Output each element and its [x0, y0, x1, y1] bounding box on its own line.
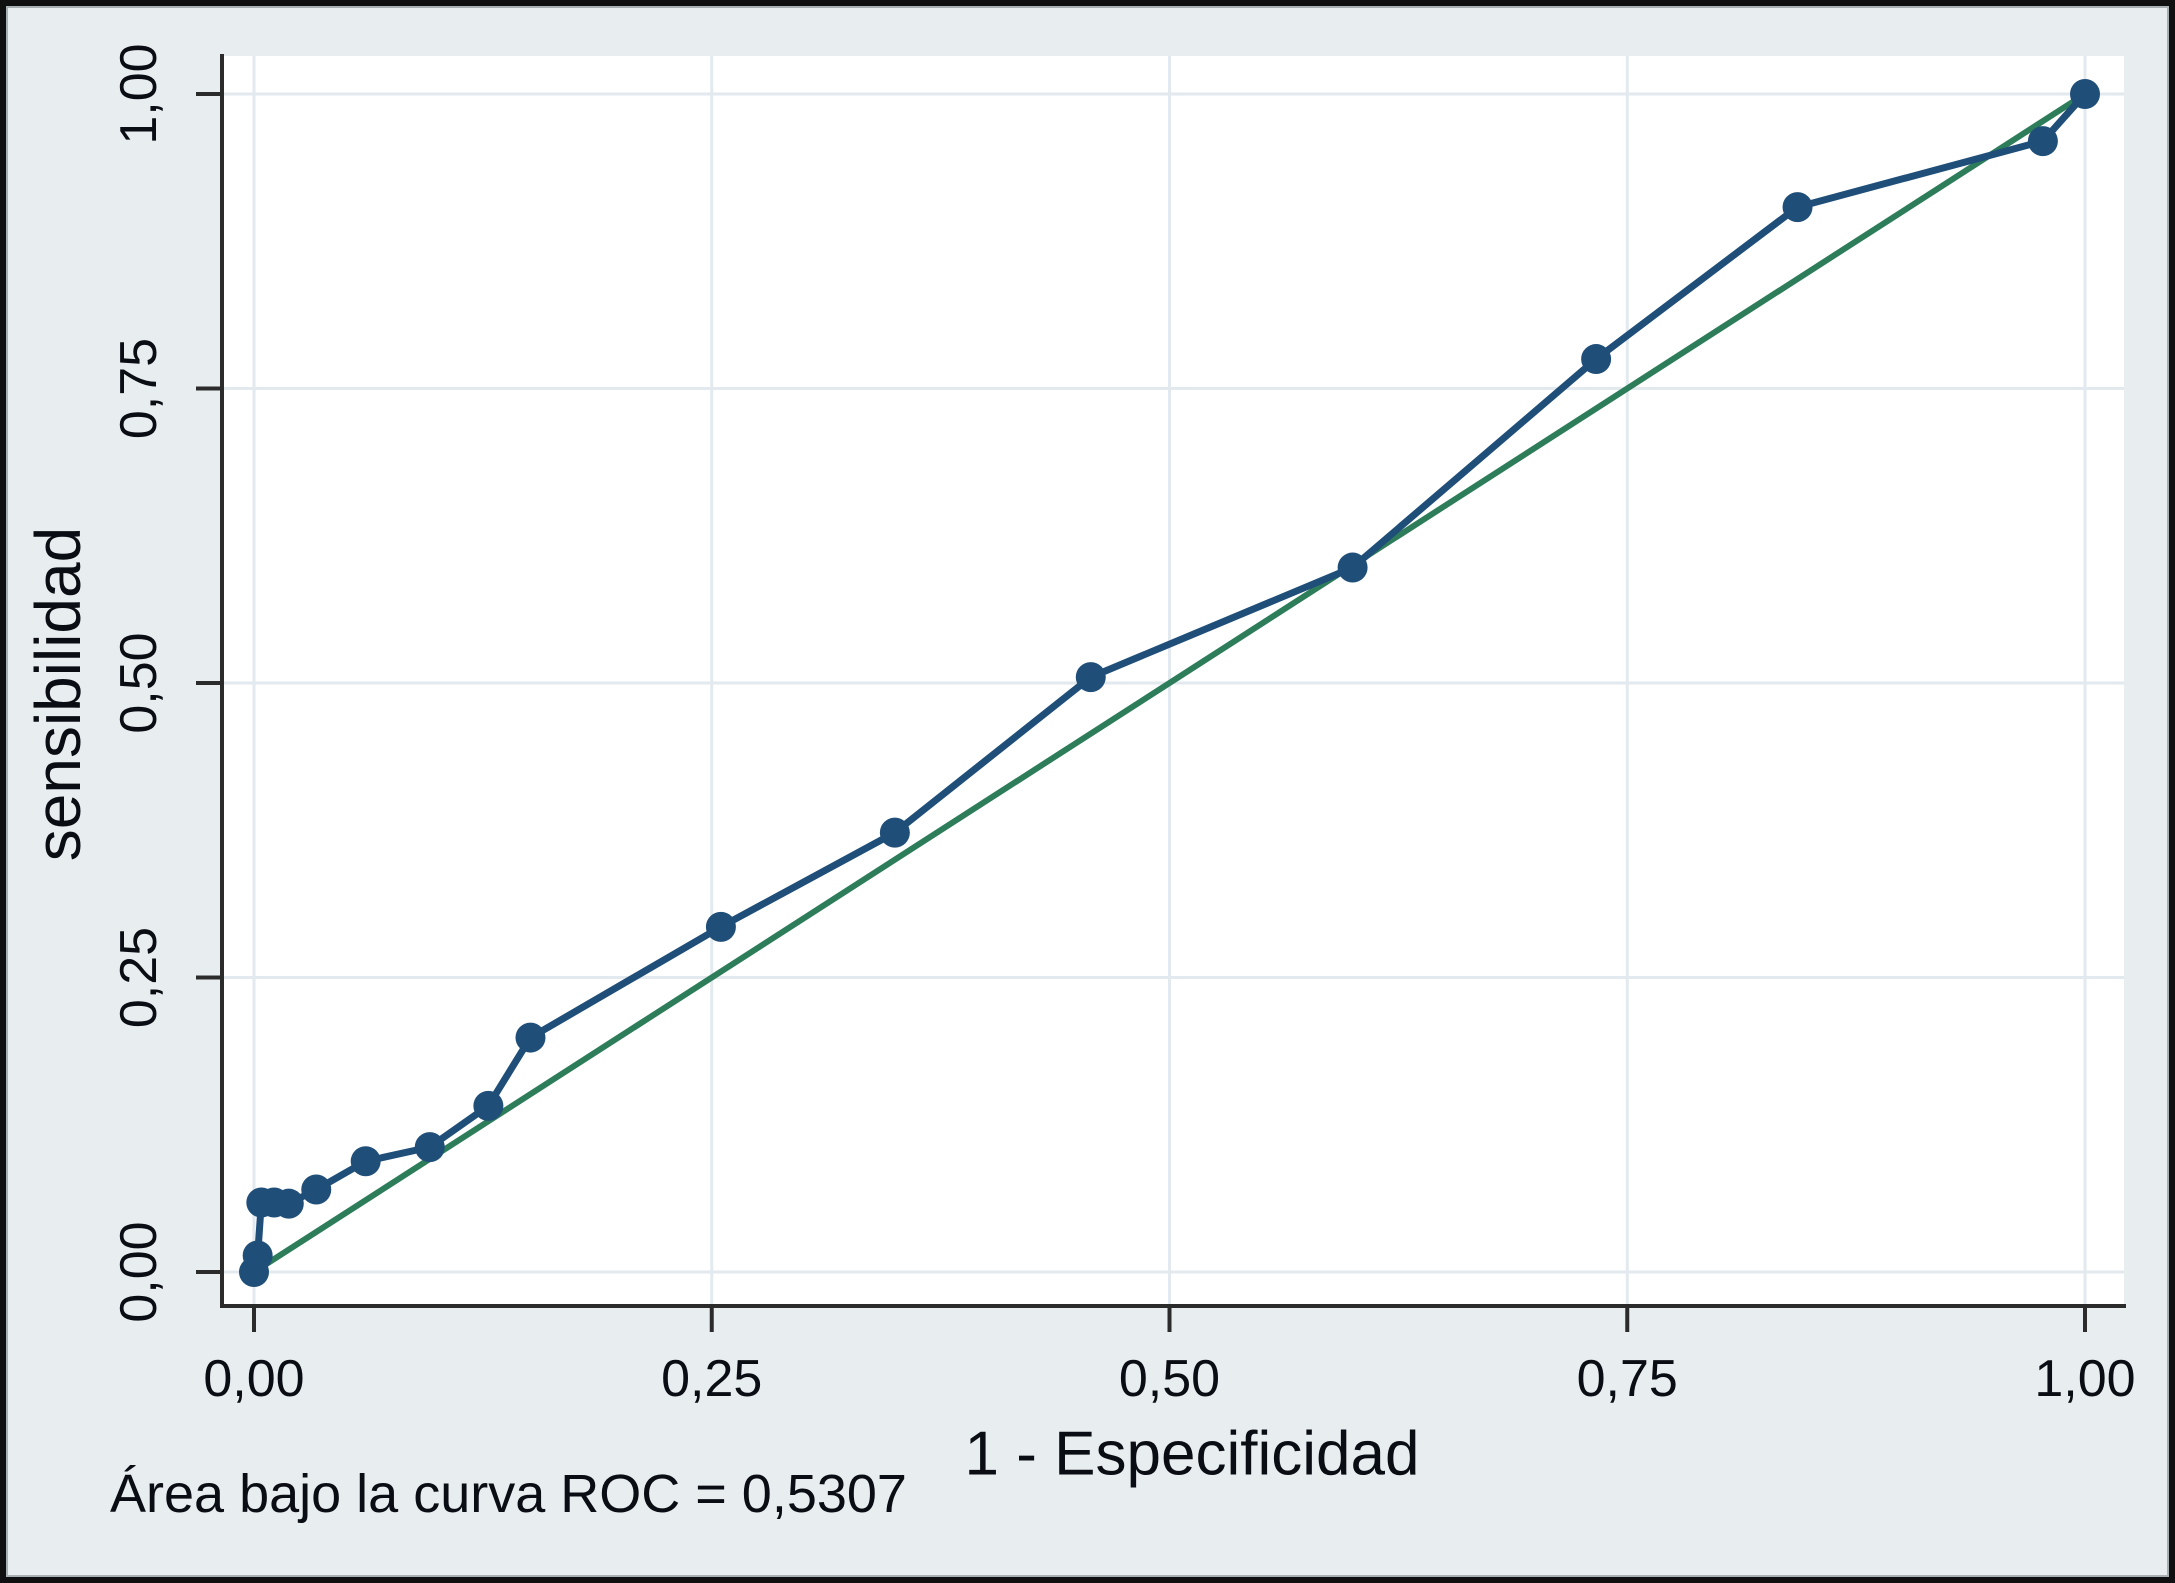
roc-data-point: [242, 1240, 273, 1271]
x-axis-label: 1 - Especificidad: [964, 1419, 1420, 1489]
roc-data-point: [473, 1090, 504, 1121]
roc-data-point: [1337, 552, 1368, 583]
tick-marks: [196, 92, 2087, 1332]
roc-data-point: [301, 1174, 332, 1205]
roc-data-point: [515, 1022, 546, 1053]
roc-curve-markers: [239, 79, 2100, 1287]
roc-data-point: [1581, 344, 1612, 375]
x-tick-label: 0,00: [203, 1350, 304, 1408]
auc-caption: Área bajo la curva ROC = 0,5307: [110, 1464, 907, 1524]
roc-chart-canvas: 0,00 0,25 0,50 0,75 1,00 0,00 0,25 0,50 0,75 1,00: [110, 43, 2136, 1408]
y-tick-label: 0,75: [110, 338, 168, 439]
roc-data-point: [414, 1132, 445, 1163]
roc-data-point: [2027, 126, 2058, 157]
y-tick-label: 1,00: [110, 43, 168, 144]
roc-data-point: [879, 817, 910, 848]
x-tick-label: 0,25: [661, 1350, 762, 1408]
y-tick-label: 0,25: [110, 927, 168, 1028]
tick-labels: 0,00 0,25 0,50 0,75 1,00 0,00 0,25 0,50 0,75 1,00: [110, 43, 2136, 1408]
reference-diagonal-line: [251, 91, 2088, 1275]
roc-data-point: [2070, 79, 2100, 109]
x-tick-label: 0,75: [1577, 1350, 1678, 1408]
roc-data-point: [705, 911, 736, 942]
roc-data-point: [1075, 662, 1106, 693]
x-tick-label: 1,00: [2034, 1350, 2135, 1408]
x-tick-label: 0,50: [1119, 1350, 1220, 1408]
roc-data-point: [1782, 192, 1813, 223]
y-tick-label: 0,00: [110, 1221, 168, 1322]
y-tick-label: 0,50: [110, 632, 168, 733]
y-axis-label: sensibilidad: [22, 526, 94, 862]
roc-data-point: [350, 1146, 381, 1177]
roc-data-point: [273, 1188, 304, 1219]
